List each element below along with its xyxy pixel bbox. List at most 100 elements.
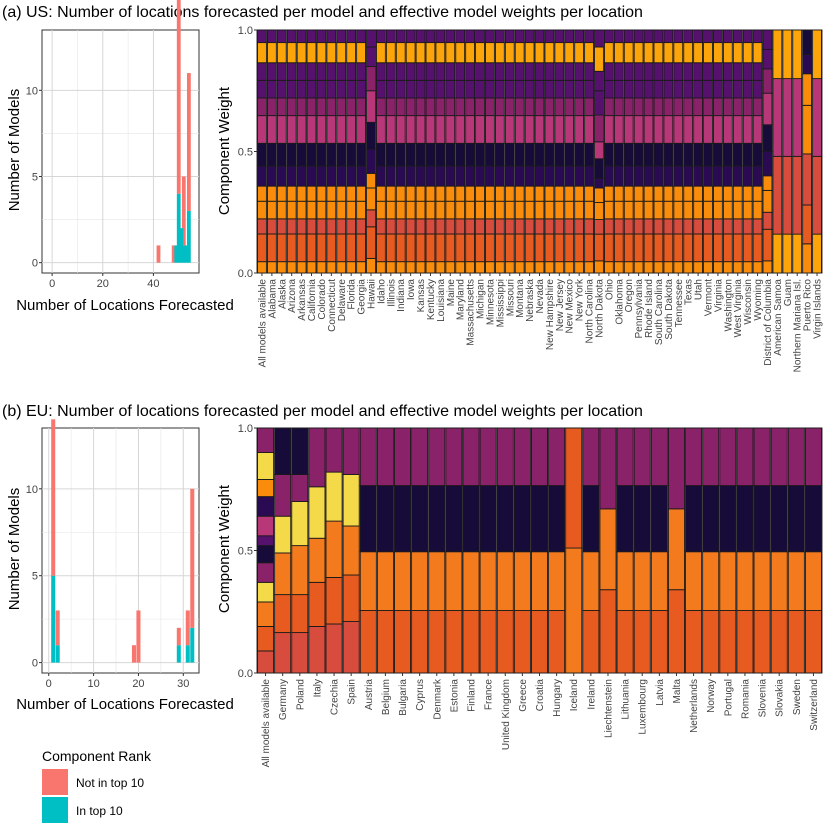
weights-a-weight-segment	[663, 29, 674, 44]
weights-a-location-label: North Carolina	[585, 279, 596, 344]
weights-a-weight-segment	[742, 261, 753, 274]
weights-b-location-label: Portugal	[723, 679, 734, 716]
weights-a-weight-segment	[405, 79, 416, 99]
weights-a-weight-segment	[732, 233, 743, 263]
weights-a-weight-segment	[623, 233, 634, 263]
weights-a-weight-segment	[722, 29, 733, 44]
weights-a-weight-segment	[574, 115, 585, 144]
weights-b-weight-segment	[325, 577, 343, 625]
weights-a-location-label: Alaska	[277, 279, 288, 309]
weights-b-weight-segment	[462, 485, 480, 553]
weights-a-location-label: Washington	[723, 279, 734, 331]
weights-a-weight-segment	[732, 42, 743, 64]
weights-a-weight-segment	[266, 62, 277, 81]
weights-b-weight-segment	[428, 610, 446, 674]
weights-a-weight-segment	[584, 115, 594, 144]
weights-a-weight-segment	[762, 29, 773, 50]
weights-a-location-label: Kentucky	[426, 279, 437, 320]
weights-a-weight-segment	[326, 218, 337, 235]
weights-a-weight-segment	[564, 29, 575, 44]
weights-a-weight-segment	[693, 62, 704, 81]
weights-b-weight-segment	[257, 545, 275, 564]
weights-a-weight-segment	[385, 218, 396, 235]
weights-b-weight-segment	[513, 551, 531, 611]
weights-a-weight-segment	[534, 185, 545, 202]
weights-b-weight-segment	[445, 551, 463, 611]
weights-a-weight-segment	[524, 79, 535, 99]
weights-a-weight-segment	[752, 200, 763, 220]
weights-a-location-label: West Virginia	[733, 279, 744, 338]
weights-a-weight-segment	[435, 233, 446, 263]
weights-b-weight-segment	[736, 610, 754, 674]
weights-a-weight-segment	[643, 142, 654, 167]
weights-b-weight-segment	[445, 485, 463, 553]
weights-a-weight-segment	[584, 29, 594, 44]
weights-a-weight-segment	[762, 68, 773, 94]
weights-a-weight-segment	[514, 79, 525, 99]
weights-a-weight-segment	[296, 261, 307, 274]
weights-b-weight-segment	[616, 610, 634, 674]
weights-a-weight-segment	[544, 200, 555, 220]
weights-a-weight-segment	[732, 62, 743, 81]
weights-a-weight-segment	[713, 218, 723, 235]
weights-a-weight-segment	[455, 233, 466, 263]
weights-b-weight-segment	[685, 427, 703, 487]
weights-a-location-label: Nebraska	[525, 279, 536, 322]
weights-a-location-label: Alabama	[267, 279, 278, 319]
weights-a-weight-segment	[266, 42, 277, 64]
weights-a-weight-segment	[445, 200, 456, 220]
weights-a-weight-segment	[504, 233, 515, 263]
weights-a-weight-segment	[425, 165, 436, 187]
weights-a-weight-segment	[603, 79, 614, 99]
weights-a-weight-segment	[544, 261, 555, 274]
weights-b-weight-segment	[325, 520, 343, 578]
weights-a-weight-segment	[554, 29, 565, 44]
weights-b-weight-segment	[513, 427, 531, 487]
weights-a-weight-segment	[762, 92, 773, 126]
weights-a-weight-segment	[613, 218, 624, 235]
weights-b-location-label: Malta	[672, 679, 683, 704]
weights-a-weight-segment	[296, 200, 307, 220]
hist-a-panel	[41, 29, 200, 274]
weights-a-weight-segment	[722, 165, 733, 187]
weights-a-weight-segment	[336, 261, 347, 274]
panel-b-weights-ylabel: Component Weight	[216, 484, 233, 613]
weights-a-weight-segment	[762, 189, 773, 213]
weights-a-weight-segment	[732, 165, 743, 187]
weights-a-weight-segment	[435, 185, 446, 202]
weights-a-location-label: Mississippi	[495, 279, 506, 327]
weights-a-weight-segment	[306, 29, 317, 44]
weights-b-weight-segment	[548, 610, 566, 674]
weights-b-ytick-label: 0.0	[238, 668, 253, 680]
weights-a-weight-segment	[713, 261, 723, 274]
weights-a-weight-segment	[504, 29, 515, 44]
weights-a-weight-segment	[514, 233, 525, 263]
weights-a-weight-segment	[385, 200, 396, 220]
weights-a-weight-segment	[306, 218, 317, 235]
weights-b-weight-segment	[479, 610, 497, 674]
weights-a-weight-segment	[752, 79, 763, 99]
weights-a-location-label: Virgin Islands	[813, 279, 824, 339]
weights-a-weight-segment	[653, 200, 664, 220]
weights-a-weight-segment	[395, 185, 406, 202]
weights-a-weight-segment	[673, 233, 684, 263]
weights-a-weight-segment	[762, 151, 773, 177]
weights-b-weight-segment	[496, 610, 514, 674]
weights-a-weight-segment	[544, 29, 555, 44]
weights-a-weight-segment	[356, 185, 366, 202]
weights-a-weight-segment	[375, 185, 386, 202]
weights-b-weight-segment	[667, 589, 685, 674]
weights-a-weight-segment	[782, 155, 793, 235]
panel-b-histogram: 0 5 10 0 10 20 30	[26, 419, 200, 690]
weights-b-weight-segment	[308, 427, 326, 488]
weights-a-weight-segment	[316, 200, 327, 220]
weights-b-weight-segment	[274, 632, 292, 674]
weights-a-weight-segment	[465, 233, 476, 263]
weights-a-weight-segment	[594, 114, 604, 143]
weights-a-weight-segment	[346, 79, 357, 99]
weights-a-weight-segment	[752, 97, 763, 117]
weights-b-location-label: Norway	[706, 679, 717, 713]
weights-a-weight-segment	[653, 185, 664, 202]
weights-a-weight-segment	[564, 200, 575, 220]
weights-a-weight-segment	[286, 165, 297, 187]
